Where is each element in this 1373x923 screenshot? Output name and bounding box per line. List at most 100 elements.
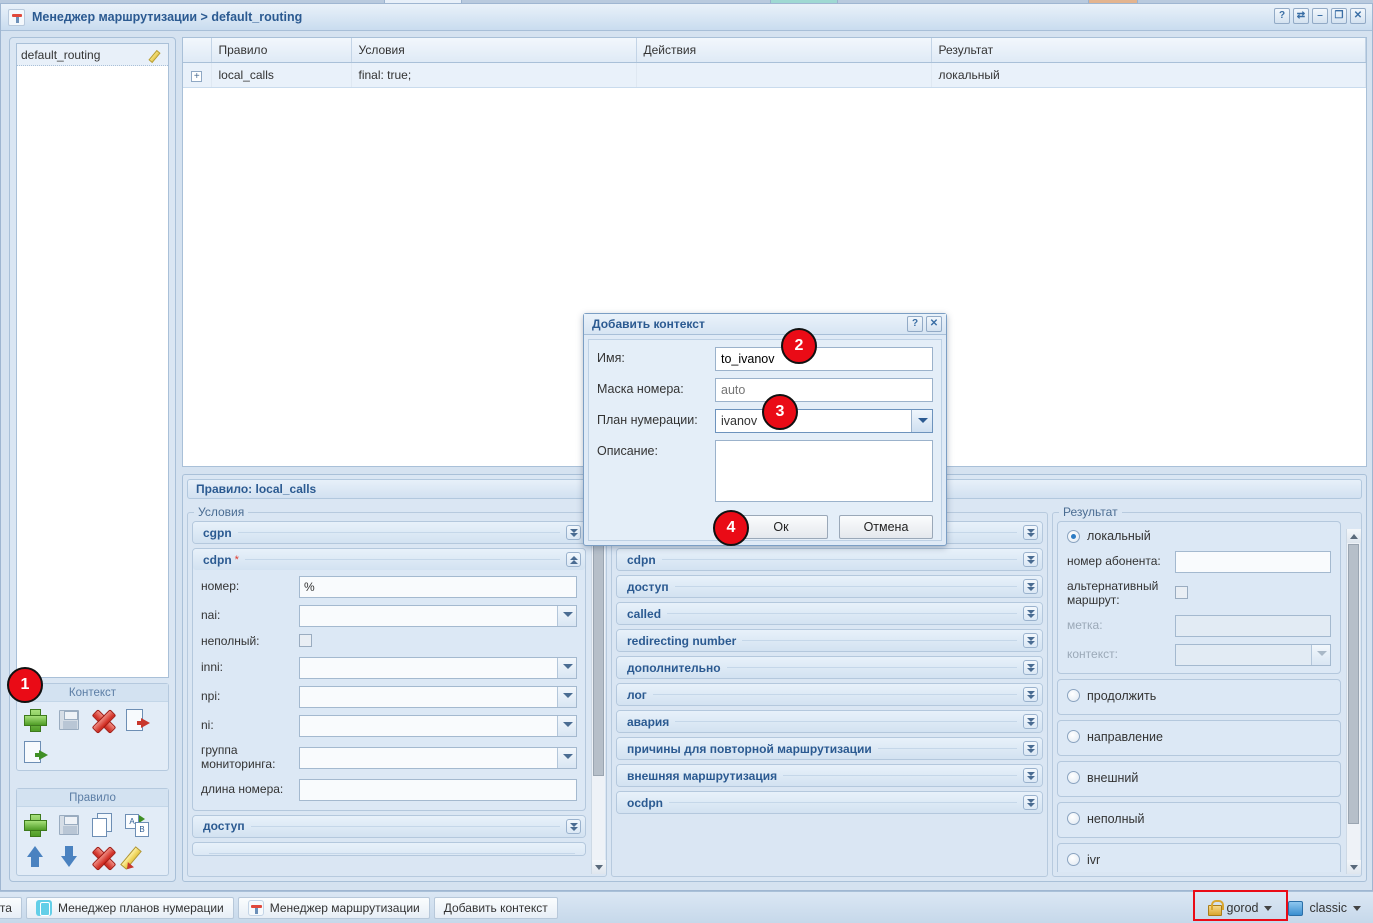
scroll-down-arrow-icon[interactable] xyxy=(592,860,606,874)
conditions-scrollbar-thumb[interactable] xyxy=(593,531,604,776)
chevron-down-icon[interactable] xyxy=(1353,905,1361,911)
ni-select[interactable] xyxy=(299,715,577,737)
chevron-down-icon[interactable] xyxy=(1264,905,1273,911)
chevron-down-icon[interactable] xyxy=(1023,633,1038,648)
export-context-button[interactable] xyxy=(19,737,51,767)
chevron-down-icon[interactable] xyxy=(1023,525,1038,540)
delete-context-button[interactable] xyxy=(87,705,119,735)
result-scrollbar-thumb[interactable] xyxy=(1348,544,1359,824)
chevron-down-icon[interactable] xyxy=(1023,714,1038,729)
conditions-scrollbar[interactable] xyxy=(591,529,606,874)
maximize-button[interactable]: ❒ xyxy=(1331,8,1347,24)
chevron-down-icon[interactable] xyxy=(566,818,581,834)
save-context-button[interactable] xyxy=(53,705,85,735)
taskbar-item-dialplan-manager[interactable]: Менеджер планов нумерации xyxy=(25,896,234,919)
context-list-item-default-routing[interactable]: default_routing xyxy=(17,44,168,66)
save-rule-button[interactable] xyxy=(53,810,85,840)
chevron-down-icon[interactable] xyxy=(1023,660,1038,675)
condition-section-cdpn-header[interactable]: cdpn * xyxy=(193,549,585,570)
radio-continue[interactable] xyxy=(1067,689,1080,703)
monitoring-group-select[interactable] xyxy=(299,746,577,769)
result-option-local[interactable]: локальный номер абонента: альтернативный… xyxy=(1057,521,1341,674)
result-scrollbar[interactable] xyxy=(1346,529,1361,874)
scroll-up-arrow-icon[interactable] xyxy=(1347,529,1361,543)
action-section-rerouting-causes-header[interactable]: причины для повторной маршрутизации xyxy=(617,738,1042,759)
chevron-up-icon[interactable] xyxy=(566,552,581,567)
chevron-down-icon[interactable] xyxy=(557,606,576,626)
chevron-down-icon[interactable] xyxy=(557,658,576,678)
result-option-continue[interactable]: продолжить xyxy=(1057,678,1341,715)
close-button[interactable]: ✕ xyxy=(1350,8,1366,24)
chevron-down-icon[interactable] xyxy=(911,410,932,432)
table-row[interactable]: + local_calls final: true; локальный xyxy=(183,62,1366,88)
move-rule-down-button[interactable] xyxy=(53,842,85,872)
add-rule-button[interactable] xyxy=(19,810,51,840)
import-context-button[interactable] xyxy=(121,705,153,735)
radio-external[interactable] xyxy=(1067,771,1080,785)
refresh-button[interactable]: ⇄ xyxy=(1293,8,1309,24)
chevron-down-icon[interactable] xyxy=(1023,741,1038,756)
condition-section-extra-header[interactable] xyxy=(193,842,585,855)
edit-rule-button[interactable] xyxy=(121,842,153,872)
copy-rule-button[interactable] xyxy=(87,810,119,840)
action-section-log-header[interactable]: лог xyxy=(617,684,1042,705)
taskbar-item-routing-manager[interactable]: Менеджер маршрутизации xyxy=(237,896,430,919)
number-mask-input[interactable] xyxy=(715,378,933,402)
chevron-down-icon[interactable] xyxy=(1023,795,1038,810)
grid-col-rule[interactable]: Правило xyxy=(211,38,352,63)
chevron-down-icon[interactable] xyxy=(557,687,576,707)
user-menu[interactable]: gorod xyxy=(1200,898,1279,918)
action-section-failure-header[interactable]: авария xyxy=(617,711,1042,732)
subscriber-number-input[interactable] xyxy=(1175,551,1331,573)
grid-col-result[interactable]: Результат xyxy=(931,38,1366,63)
inni-select[interactable] xyxy=(299,657,577,679)
radio-ivr[interactable] xyxy=(1067,853,1080,867)
grid-col-expander[interactable] xyxy=(183,38,212,63)
condition-section-dostup-header[interactable]: доступ xyxy=(193,815,585,837)
chevron-down-icon[interactable] xyxy=(1023,687,1038,702)
action-section-ocdpn-header[interactable]: ocdpn xyxy=(617,792,1042,813)
cancel-button[interactable]: Отмена xyxy=(839,515,933,539)
description-textarea[interactable] xyxy=(715,440,933,502)
grid-col-actions[interactable]: Действия xyxy=(636,38,932,63)
delete-rule-button[interactable] xyxy=(87,842,119,872)
dialog-help-button[interactable]: ? xyxy=(907,316,923,332)
result-option-ivr[interactable]: ivr xyxy=(1057,842,1341,872)
minimize-button[interactable]: – xyxy=(1312,8,1328,24)
result-option-external[interactable]: внешний xyxy=(1057,760,1341,797)
help-button[interactable]: ? xyxy=(1274,8,1290,24)
add-context-button[interactable] xyxy=(19,705,51,735)
radio-incomplete[interactable] xyxy=(1067,812,1080,826)
action-section-dostup-header[interactable]: доступ xyxy=(617,576,1042,597)
nai-select[interactable] xyxy=(299,605,577,627)
pencil-icon[interactable] xyxy=(150,48,164,62)
chevron-down-icon[interactable] xyxy=(557,716,576,736)
chevron-down-icon[interactable] xyxy=(1023,606,1038,621)
chevron-down-icon[interactable] xyxy=(1023,768,1038,783)
dialog-close-button[interactable]: ✕ xyxy=(926,316,942,332)
row-expander-icon[interactable]: + xyxy=(191,71,203,82)
theme-menu[interactable]: classic xyxy=(1282,899,1367,918)
numbering-plan-select[interactable]: ivanov xyxy=(715,409,933,433)
action-section-redirecting-number-header[interactable]: redirecting number xyxy=(617,630,1042,651)
chevron-down-icon[interactable] xyxy=(1023,552,1038,567)
action-section-additional-header[interactable]: дополнительно xyxy=(617,657,1042,678)
taskbar-item-add-context[interactable]: Добавить контекст xyxy=(433,896,558,919)
chevron-down-icon[interactable] xyxy=(566,525,581,540)
action-section-called-header[interactable]: called xyxy=(617,603,1042,624)
alternative-route-checkbox[interactable] xyxy=(1175,585,1188,599)
move-rule-up-button[interactable] xyxy=(19,842,51,872)
npi-select[interactable] xyxy=(299,686,577,708)
result-option-direction[interactable]: направление xyxy=(1057,719,1341,756)
nepolniy-checkbox[interactable] xyxy=(299,634,312,647)
action-section-external-routing-header[interactable]: внешняя маршрутизация xyxy=(617,765,1042,786)
action-section-cdpn-header[interactable]: cdpn xyxy=(617,549,1042,570)
chevron-down-icon[interactable] xyxy=(557,747,576,768)
taskbar-item-truncated[interactable]: нента xyxy=(0,896,22,919)
condition-section-cgpn-header[interactable]: cgpn xyxy=(193,522,585,543)
radio-local[interactable] xyxy=(1067,529,1080,543)
grid-col-conditions[interactable]: Условия xyxy=(351,38,637,63)
ok-button[interactable]: Ок xyxy=(734,515,828,539)
number-length-input[interactable] xyxy=(299,778,577,801)
